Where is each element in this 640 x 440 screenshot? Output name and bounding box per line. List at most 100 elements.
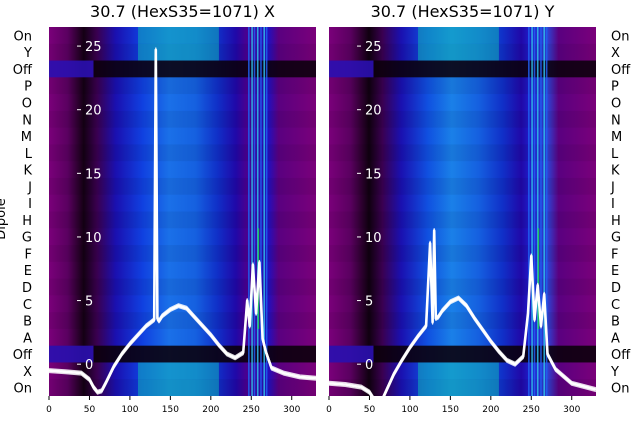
category-label-left: On	[14, 29, 32, 44]
category-label-left: H	[22, 214, 32, 229]
category-label-left: F	[25, 247, 32, 262]
category-label-left: N	[22, 113, 32, 128]
category-label-left: P	[24, 80, 32, 95]
y-tick-label: 0	[85, 358, 93, 373]
x-tick-label: 300	[563, 405, 580, 415]
off-band-edge	[329, 345, 374, 363]
heatmap-body	[329, 27, 596, 396]
panel-title: 30.7 (HexS35=1071) Y	[371, 2, 555, 21]
x-tick-label: 250	[243, 405, 260, 415]
y-tick-label: 5	[85, 295, 93, 310]
heatmap-row-shade	[49, 278, 316, 296]
heatmap-row-shade	[329, 77, 596, 95]
heatmap-streak	[536, 27, 539, 396]
category-label-left: On	[14, 382, 32, 397]
category-label-right: K	[611, 164, 620, 179]
heatmap-body	[49, 27, 316, 396]
category-label-left: M	[21, 130, 32, 145]
heatmap-streak	[265, 27, 268, 396]
off-band-edge	[329, 60, 374, 78]
category-label-right: F	[611, 247, 618, 262]
category-label-right: X	[611, 46, 620, 61]
heatmap-streak	[531, 27, 533, 396]
category-label-left: Y	[23, 46, 32, 61]
heatmap-row-shade	[329, 211, 596, 229]
series-line	[48, 51, 317, 395]
category-label-right: G	[611, 231, 621, 246]
category-label-left: J	[27, 180, 32, 195]
category-label-left: B	[23, 315, 32, 330]
heatmap-green-streak	[537, 228, 540, 329]
y-tick-label: 25	[85, 40, 102, 55]
y-tick-label: 15	[85, 167, 102, 182]
x-tick-label: 250	[523, 405, 540, 415]
heatmap-hot-cell	[138, 379, 219, 396]
heatmap-row-shade	[49, 312, 316, 329]
category-label-left: A	[23, 331, 32, 346]
off-band	[373, 60, 596, 78]
x-tick-label: 150	[442, 405, 459, 415]
category-label-right: A	[611, 331, 620, 346]
heatmap-row-shade	[329, 144, 596, 162]
category-label-right: L	[611, 147, 619, 162]
category-label-right: C	[611, 298, 620, 313]
heatmap-streak	[248, 27, 250, 396]
heatmap-row-shade	[49, 144, 316, 162]
category-label-right: I	[611, 197, 615, 212]
category-label-left: D	[22, 281, 32, 296]
heatmap-row-shade	[49, 245, 316, 262]
heatmap-hot-cell	[418, 43, 499, 61]
x-tick-label: 200	[482, 405, 499, 415]
category-label-left: C	[23, 298, 32, 313]
heatmap-streak	[260, 27, 262, 396]
x-tick-label: 150	[162, 405, 179, 415]
heatmap-row-shade	[329, 312, 596, 329]
x-tick-label: 50	[84, 405, 96, 415]
y-tick-label: 20	[365, 104, 382, 119]
category-label-right: D	[611, 281, 621, 296]
x-tick-label: 200	[202, 405, 219, 415]
x-tick-label: 50	[364, 405, 376, 415]
x-tick-label: 100	[121, 405, 138, 415]
category-label-left: L	[25, 147, 33, 162]
category-label-left: Off	[13, 63, 33, 78]
heatmap-hot-cell	[418, 27, 499, 44]
category-label-right: Off	[611, 348, 631, 363]
category-label-left: G	[22, 231, 32, 246]
x-tick-label: 300	[283, 405, 300, 415]
heatmap-streak	[256, 27, 259, 396]
heatmap-hot-cell	[138, 362, 219, 380]
heatmap-streak	[533, 27, 536, 396]
heatmap-streak	[545, 27, 548, 396]
category-label-right: Off	[611, 63, 631, 78]
heatmap-hot-cell	[418, 362, 499, 380]
category-label-right: H	[611, 214, 621, 229]
x-tick-label: 0	[46, 405, 52, 415]
heatmap-hot-cell	[138, 27, 219, 44]
heatmap-row-shade	[329, 245, 596, 262]
category-label-right: B	[611, 315, 620, 330]
category-label-right: Y	[610, 365, 619, 380]
category-label-left: Off	[13, 348, 33, 363]
category-label-left: K	[23, 164, 32, 179]
y-tick-label: 10	[85, 231, 102, 246]
x-tick-label: 100	[401, 405, 418, 415]
off-band-edge	[49, 345, 94, 363]
heatmap-streak	[543, 27, 546, 396]
heatmap-row-shade	[329, 278, 596, 296]
y-tick-label: 0	[365, 358, 373, 373]
category-label-right: J	[610, 180, 615, 195]
category-label-left: X	[23, 365, 32, 380]
heatmap-streak	[253, 27, 256, 396]
y-tick-label: 15	[365, 167, 382, 182]
y-tick-label: 20	[85, 104, 102, 119]
heatmap-streak	[251, 27, 253, 396]
panel-title: 30.7 (HexS35=1071) X	[90, 2, 275, 21]
heatmap-hot-cell	[138, 43, 219, 61]
category-label-right: E	[611, 264, 619, 279]
heatmap-row-shade	[49, 211, 316, 229]
category-label-left: O	[22, 96, 32, 111]
